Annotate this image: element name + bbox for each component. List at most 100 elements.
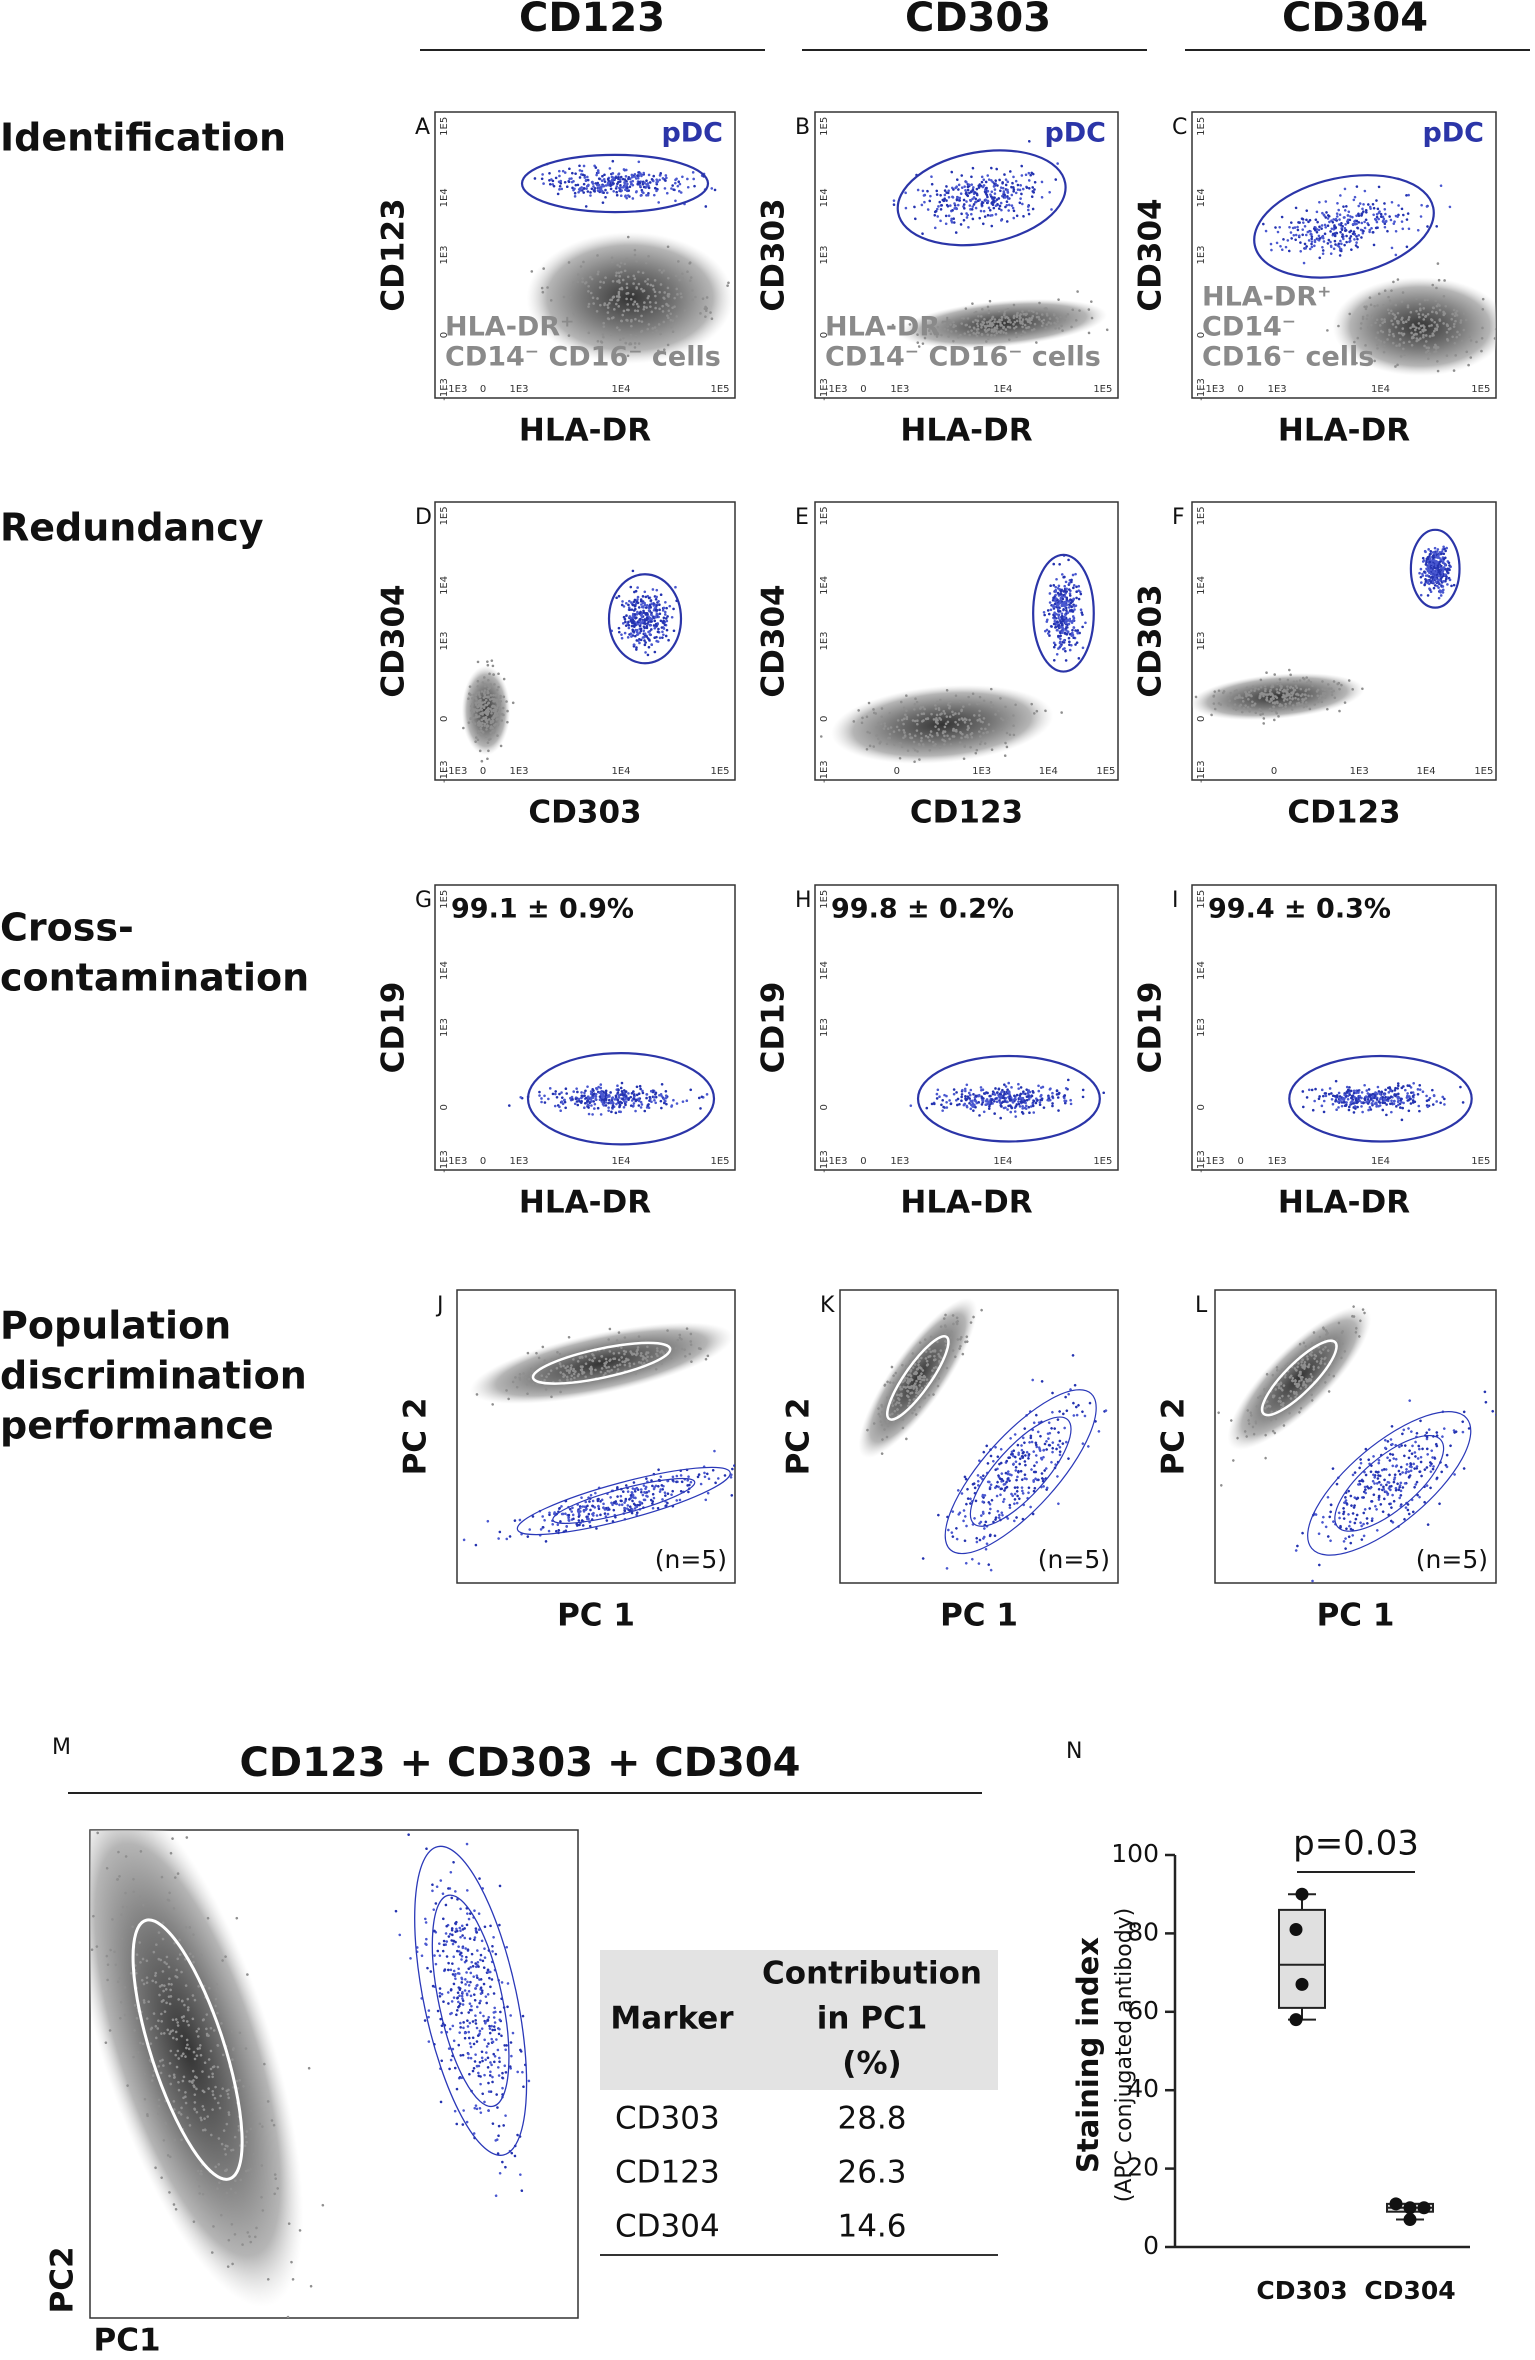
event-dot [616, 1368, 620, 1371]
event-dot [1316, 694, 1320, 698]
event-dot [650, 1355, 653, 1359]
event-dot [642, 171, 646, 175]
event-dot [615, 295, 619, 298]
event-dot [558, 1379, 562, 1382]
event-dot [483, 682, 486, 686]
event-dot [1347, 679, 1351, 682]
event-dot [949, 323, 952, 326]
event-dot [543, 1359, 547, 1362]
event-dot [1357, 1091, 1360, 1094]
event-dot [529, 1367, 533, 1371]
event-dot [1337, 1091, 1341, 1095]
event-dot [1378, 1101, 1382, 1104]
event-dot [1348, 230, 1351, 234]
y-tick-label: 1E4 [819, 576, 830, 595]
event-dot [604, 1098, 608, 1102]
event-dot [1064, 315, 1068, 318]
event-dot [1054, 597, 1058, 600]
y-tick-label: -1E3 [819, 1150, 830, 1173]
event-dot [645, 624, 649, 628]
event-dot [623, 617, 627, 621]
event-dot [672, 607, 675, 611]
event-dot [1000, 208, 1003, 212]
event-dot [972, 1092, 975, 1096]
event-dot [547, 1372, 551, 1376]
event-dot [629, 1350, 632, 1353]
column-header: CD304 [1282, 0, 1428, 41]
event-dot [496, 734, 499, 737]
event-dot [583, 1106, 586, 1109]
event-dot [489, 721, 493, 725]
event-dot [1059, 644, 1062, 648]
event-dot [1441, 569, 1445, 573]
event-dot [570, 1095, 574, 1099]
event-dot [1065, 609, 1068, 612]
density [470, 1322, 734, 1404]
event-dot [1007, 1081, 1011, 1085]
event-dot [1436, 325, 1439, 328]
event-dot [892, 199, 896, 202]
event-dot [570, 177, 573, 180]
x-axis-label: HLA-DR [900, 1185, 1032, 1221]
blue-population [1042, 554, 1087, 662]
event-dot [654, 622, 658, 626]
event-dot [654, 1095, 658, 1099]
event-dot [1307, 220, 1310, 224]
event-dot [1361, 317, 1365, 321]
event-dot [601, 1093, 605, 1096]
y-axis-label: CD19 [1133, 982, 1169, 1074]
x-axis-label: HLA-DR [900, 413, 1032, 449]
event-dot [489, 707, 492, 711]
event-dot [608, 301, 611, 305]
event-dot [627, 308, 630, 312]
event-dot [1034, 1101, 1038, 1105]
event-dot [633, 590, 636, 594]
event-dot [1058, 601, 1061, 605]
event-dot [1340, 683, 1343, 687]
event-dot [966, 317, 970, 320]
event-dot [877, 721, 881, 725]
event-dot [1382, 220, 1385, 224]
event-dot [615, 193, 619, 197]
event-dot [628, 1364, 632, 1368]
event-dot [1480, 336, 1484, 340]
event-dot [1383, 208, 1387, 211]
event-dot [485, 728, 488, 731]
event-dot [561, 1102, 565, 1106]
event-dot [557, 169, 561, 173]
event-dot [551, 1523, 555, 1526]
event-dot [1288, 697, 1292, 700]
event-dot [1025, 1104, 1028, 1108]
event-dot [1020, 192, 1023, 196]
event-dot [955, 185, 959, 188]
event-dot [602, 335, 605, 339]
event-dot [1280, 215, 1284, 219]
event-dot [630, 1092, 634, 1095]
event-dot [1405, 194, 1408, 197]
event-dot [1329, 245, 1333, 249]
event-dot [934, 707, 938, 711]
event-dot [1061, 597, 1065, 601]
panel-letter: I [1172, 888, 1179, 913]
density [526, 232, 734, 364]
event-dot [1067, 636, 1071, 640]
event-dot [565, 1375, 569, 1379]
event-dot [664, 617, 668, 620]
event-dot [1376, 304, 1379, 307]
event-dot [1348, 1091, 1351, 1095]
event-dot [1040, 324, 1044, 328]
event-dot [908, 323, 912, 326]
event-dot [1407, 193, 1410, 197]
event-dot [978, 709, 981, 713]
event-dot [1235, 696, 1239, 699]
event-dot [1210, 713, 1213, 717]
event-dot [479, 726, 483, 730]
event-dot [1304, 701, 1308, 704]
event-dot [1364, 344, 1367, 347]
gate-label: pDC [1422, 118, 1484, 149]
event-dot [1063, 584, 1066, 588]
event-dot [962, 705, 965, 708]
event-dot [612, 1352, 616, 1355]
event-dot [689, 1088, 693, 1092]
event-dot [950, 330, 953, 333]
